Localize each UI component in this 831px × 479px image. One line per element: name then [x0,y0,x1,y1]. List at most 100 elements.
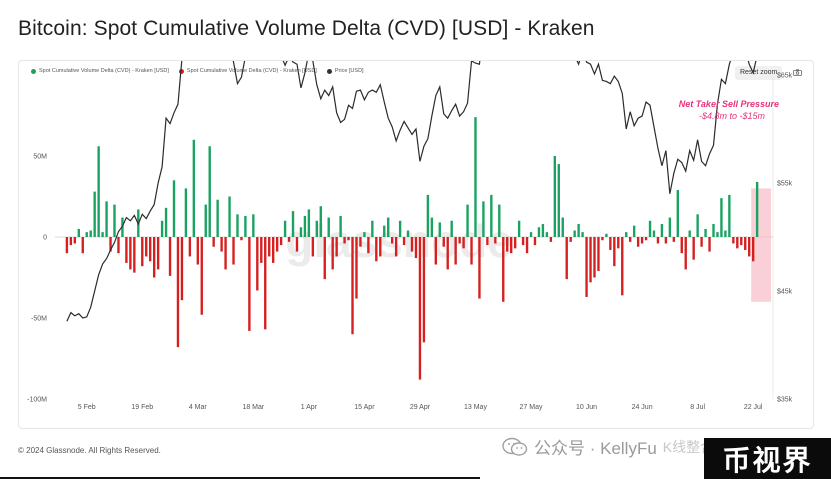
cvd-bar-124 [557,164,560,237]
cvd-bar-137 [609,237,612,250]
brand-badge: 币视界 [704,438,831,479]
cvd-bar-110 [502,237,505,302]
cvd-bar-141 [625,232,628,237]
cvd-bar-143 [632,225,636,237]
cvd-bar-45 [244,215,247,237]
cvd-bar-90 [422,237,426,343]
cvd-bar-51 [268,237,271,257]
x-tick-12: 22 Jul [744,404,763,411]
price-line [66,61,757,322]
left-tick-2: -50M [31,316,47,323]
cvd-bar-106 [486,237,489,246]
wechat-watermark: 公众号 · KellyFu K线整合 [502,434,714,459]
left-tick-1: 0 [43,235,47,242]
cvd-bars [65,117,759,380]
cvd-bar-145 [640,237,644,244]
cvd-bar-11 [109,237,112,252]
cvd-bar-56 [287,237,291,242]
cvd-bar-122 [549,237,553,242]
camera-icon[interactable] [793,69,802,76]
cvd-bar-2 [73,237,77,244]
x-tick-5: 15 Apr [354,404,375,411]
cvd-bar-166 [724,230,727,237]
cvd-bar-121 [545,232,549,237]
cvd-bar-154 [676,190,679,237]
cvd-bar-47 [252,214,255,237]
right-axis: $65k $55k $45k $35k [777,73,793,404]
cvd-bar-84 [398,220,402,237]
cvd-bar-162 [708,237,711,252]
cvd-bar-38 [216,199,219,237]
cvd-bar-31 [188,237,192,257]
cvd-bar-69 [339,215,342,237]
cvd-bar-92 [430,217,434,237]
cvd-bar-65 [323,237,326,280]
cvd-bar-29 [180,237,184,301]
cvd-bar-93 [434,237,438,265]
cvd-bar-8 [97,146,100,237]
right-tick-0: $65k [777,73,793,80]
cvd-bar-42 [232,237,235,265]
cvd-bar-152 [668,217,672,237]
cvd-bar-104 [478,237,481,299]
legend-item-cvd-positive[interactable]: Spot Cumulative Volume Delta (CVD) - Kra… [31,68,169,74]
cvd-bar-115 [521,237,525,246]
legend-label-cvd-positive: Spot Cumulative Volume Delta (CVD) - Kra… [39,68,169,74]
cvd-bar-108 [494,237,497,244]
cvd-bar-170 [740,237,743,246]
cvd-bar-48 [256,237,259,291]
cvd-bar-128 [573,230,576,237]
cvd-bar-171 [744,237,747,250]
cvd-bar-66 [327,217,330,237]
cvd-bar-16 [129,237,132,270]
cvd-bar-87 [410,237,414,252]
x-tick-7: 13 May [464,404,487,411]
cvd-bar-54 [279,237,283,246]
cvd-bar-86 [406,230,410,237]
cvd-bar-49 [260,237,263,263]
cvd-bar-61 [307,209,311,237]
cvd-bar-149 [656,237,660,244]
cvd-bar-157 [688,230,691,237]
cvd-bar-148 [652,230,656,237]
cvd-bar-4 [81,237,84,254]
cvd-bar-80 [383,225,386,237]
legend-item-price[interactable]: Price [USD] [326,68,364,74]
cvd-bar-0 [65,237,69,254]
cvd-bar-15 [125,237,128,263]
cvd-bar-9 [101,232,104,237]
cvd-bar-160 [700,237,703,247]
cvd-bar-91 [426,194,430,237]
right-tick-2: $45k [777,289,793,296]
cvd-bar-138 [613,237,616,267]
cvd-bar-126 [565,237,568,280]
cvd-bar-50 [264,237,267,330]
cvd-bar-123 [553,156,557,237]
cvd-bar-33 [196,237,199,265]
cvd-bar-19 [141,237,144,267]
cvd-bar-58 [295,237,299,252]
cvd-bar-13 [117,237,120,254]
cvd-bar-125 [561,217,564,237]
wechat-icon [502,437,528,456]
cvd-bar-17 [133,237,136,273]
cvd-bar-12 [113,204,116,237]
x-axis: 5 Feb 19 Feb 4 Mar 18 Mar 1 Apr 15 Apr 29 Apr 1… [78,404,763,411]
cvd-bar-27 [172,180,176,237]
chart-card: Spot Cumulative Volume Delta (CVD) - Kra… [18,60,814,429]
cvd-bar-159 [696,214,699,237]
cvd-bar-146 [644,237,648,241]
chart-title: Bitcoin: Spot Cumulative Volume Delta (C… [18,17,595,40]
cvd-bar-129 [577,224,580,237]
cvd-bar-133 [593,237,596,278]
cvd-bar-5 [85,232,88,237]
left-tick-3: -100M [27,397,47,404]
x-tick-6: 29 Apr [410,404,431,411]
reset-zoom-button[interactable]: Reset zoom [735,66,783,80]
cvd-bar-85 [402,237,406,246]
cvd-bar-1 [69,237,73,246]
annotation-subtitle: -$4.8m to -$15m [699,111,766,121]
cvd-bar-140 [621,237,624,296]
cvd-bar-130 [581,232,584,237]
cvd-bar-34 [200,237,203,315]
